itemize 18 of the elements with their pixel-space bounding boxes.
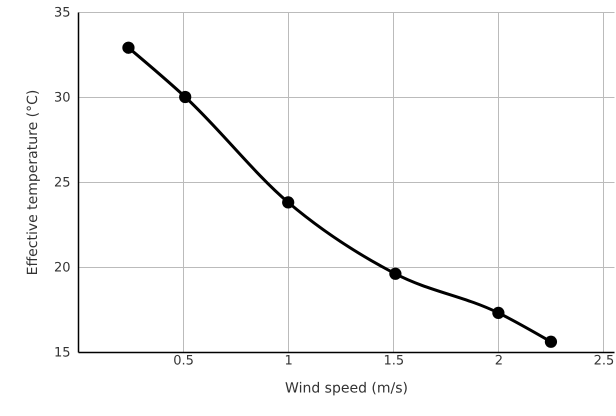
y-tick-label: 30 — [54, 90, 70, 106]
x-tick-label: 2 — [494, 354, 504, 368]
point — [492, 306, 505, 320]
point — [544, 336, 558, 348]
point — [122, 42, 135, 54]
x-tick-label: 0.5 — [173, 354, 194, 368]
y-tick-label: 20 — [54, 260, 70, 276]
point — [282, 196, 294, 209]
x-axis-title: Wind speed (m/s) — [285, 380, 408, 396]
point — [389, 268, 402, 280]
x-tick-label: 2.5 — [594, 354, 614, 368]
y-tick-label: 35 — [54, 6, 70, 20]
x-tick-label: 1 — [284, 354, 293, 368]
x-tick-label: 1.5 — [383, 354, 404, 368]
point — [179, 90, 192, 104]
y-tick-label: 15 — [54, 346, 70, 360]
y-axis-title: Effective temperature (°C) — [24, 90, 41, 276]
y-tick-label: 25 — [54, 176, 70, 190]
